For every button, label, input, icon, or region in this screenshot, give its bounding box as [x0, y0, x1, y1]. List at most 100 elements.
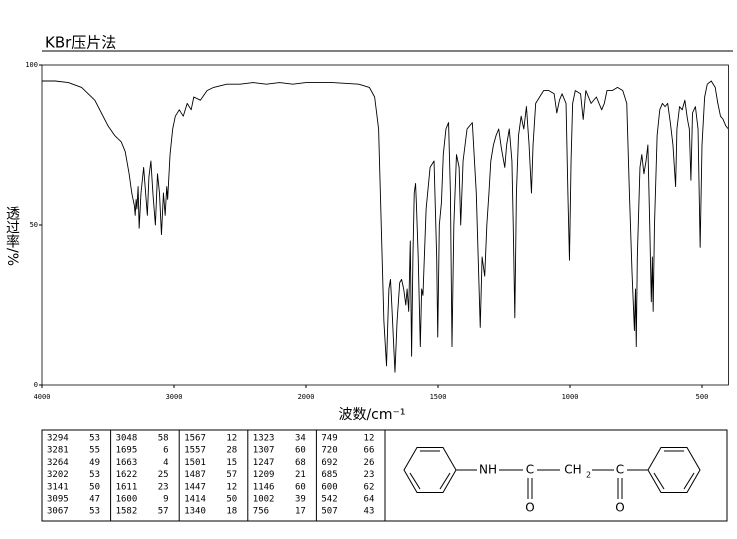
peak-wavenumber: 3202 [47, 470, 69, 480]
peak-transmittance: 25 [158, 470, 169, 480]
peak-transmittance: 34 [295, 434, 306, 444]
peak-wavenumber: 749 [321, 434, 337, 444]
peak-wavenumber: 3294 [47, 434, 69, 444]
structure [403, 447, 701, 499]
double-bond [409, 472, 421, 490]
peak-wavenumber: 1340 [184, 507, 206, 517]
peak-transmittance: 9 [163, 495, 168, 505]
peak-wavenumber: 1501 [184, 458, 206, 468]
peak-wavenumber: 3048 [116, 434, 138, 444]
y-tick-label: 100 [25, 61, 38, 69]
atom-label: C [616, 463, 624, 477]
y-tick-label: 0 [34, 381, 38, 389]
peak-wavenumber: 1247 [253, 458, 275, 468]
x-tick-label: 500 [696, 393, 709, 401]
peak-wavenumber: 600 [321, 482, 337, 492]
peak-transmittance: 12 [226, 434, 237, 444]
peak-wavenumber: 1209 [253, 470, 275, 480]
peak-wavenumber: 1582 [116, 507, 138, 517]
peak-wavenumber: 507 [321, 507, 337, 517]
peak-transmittance: 12 [226, 482, 237, 492]
peak-transmittance: 21 [295, 470, 306, 480]
x-axis-label: 波数/cm⁻¹ [338, 407, 405, 423]
peak-transmittance: 50 [226, 495, 237, 505]
peak-transmittance: 17 [295, 507, 306, 517]
peak-wavenumber: 1487 [184, 470, 206, 480]
peak-wavenumber: 3141 [47, 482, 69, 492]
peak-wavenumber: 1557 [184, 446, 206, 456]
peak-transmittance: 50 [89, 482, 100, 492]
benzene-ring [403, 447, 457, 493]
peak-wavenumber: 692 [321, 458, 337, 468]
x-tick-label: 3000 [166, 393, 183, 401]
atom-label: NH [479, 463, 497, 477]
peak-wavenumber: 3264 [47, 458, 69, 468]
peak-wavenumber: 542 [321, 495, 337, 505]
peak-transmittance: 58 [158, 434, 169, 444]
peak-transmittance: 60 [295, 482, 306, 492]
peak-wavenumber: 3067 [47, 507, 69, 517]
peak-transmittance: 47 [89, 495, 100, 505]
x-tick-label: 2000 [298, 393, 315, 401]
peak-wavenumber: 3095 [47, 495, 69, 505]
peak-transmittance: 23 [364, 470, 375, 480]
peak-wavenumber: 1663 [116, 458, 138, 468]
peak-transmittance: 28 [226, 446, 237, 456]
peak-wavenumber: 1567 [184, 434, 206, 444]
atom-label: O [525, 501, 534, 515]
peak-wavenumber: 1600 [116, 495, 138, 505]
peak-transmittance: 23 [158, 482, 169, 492]
atom-subscript: 2 [586, 471, 591, 480]
plot-area: 4000 3000 2000 1500 1000 500 0 50 100 [25, 61, 729, 401]
peak-transmittance: 62 [364, 482, 375, 492]
double-bond [683, 472, 695, 490]
atom-label: CH [564, 463, 581, 477]
peak-wavenumber: 1695 [116, 446, 138, 456]
peak-transmittance: 53 [89, 470, 100, 480]
peak-transmittance: 15 [226, 458, 237, 468]
peak-wavenumber: 1622 [116, 470, 138, 480]
peak-transmittance: 43 [364, 507, 375, 517]
peak-transmittance: 26 [364, 458, 375, 468]
peak-wavenumber: 1002 [253, 495, 275, 505]
peak-wavenumber: 685 [321, 470, 337, 480]
peak-transmittance: 39 [295, 495, 306, 505]
peak-transmittance: 53 [89, 507, 100, 517]
atom-label: O [615, 501, 624, 515]
peak-wavenumber: 1307 [253, 446, 275, 456]
peak-wavenumber: 1447 [184, 482, 206, 492]
spectrum-line [42, 80, 729, 373]
double-bond [439, 472, 451, 490]
peak-transmittance: 6 [163, 446, 168, 456]
chart-title: KBr压片法 [45, 34, 116, 52]
peak-wavenumber: 1611 [116, 482, 138, 492]
peak-transmittance: 53 [89, 434, 100, 444]
y-tick-label: 50 [30, 221, 38, 229]
peak-transmittance: 12 [364, 434, 375, 444]
peak-wavenumber: 1146 [253, 482, 275, 492]
x-tick-label: 4000 [34, 393, 51, 401]
peak-transmittance: 49 [89, 458, 100, 468]
peak-transmittance: 57 [226, 470, 237, 480]
peak-wavenumber: 1323 [253, 434, 275, 444]
peak-transmittance: 68 [295, 458, 306, 468]
peak-wavenumber: 720 [321, 446, 337, 456]
double-bond [653, 472, 665, 490]
peak-transmittance: 4 [163, 458, 168, 468]
peak-wavenumber: 3281 [47, 446, 69, 456]
peak-wavenumber: 1414 [184, 495, 206, 505]
peak-transmittance: 60 [295, 446, 306, 456]
atom-label: C [526, 463, 534, 477]
x-tick-label: 1000 [562, 393, 579, 401]
x-tick-label: 1500 [430, 393, 447, 401]
peak-transmittance: 57 [158, 507, 169, 517]
peak-transmittance: 55 [89, 446, 100, 456]
y-axis-label: 透过率/% [4, 206, 20, 266]
peak-transmittance: 18 [226, 507, 237, 517]
peak-wavenumber: 756 [253, 507, 269, 517]
benzene-ring [647, 447, 701, 493]
peak-transmittance: 64 [364, 495, 375, 505]
peak-transmittance: 66 [364, 446, 375, 456]
